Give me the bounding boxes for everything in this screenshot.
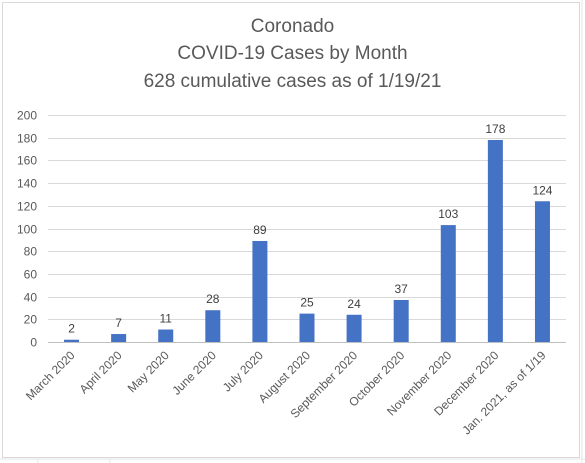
chart-title-line-2: COVID-19 Cases by Month bbox=[177, 43, 408, 64]
x-tick-label: July 2020 bbox=[220, 348, 266, 394]
bar bbox=[346, 314, 362, 342]
data-label: 28 bbox=[206, 292, 220, 306]
bar bbox=[64, 339, 80, 342]
bar bbox=[487, 139, 503, 342]
x-tick-label: June 2020 bbox=[169, 348, 219, 398]
y-tick-label: 0 bbox=[30, 336, 37, 350]
y-tick-label: 20 bbox=[24, 313, 38, 327]
chart-title-line-1: Coronado bbox=[250, 16, 335, 37]
bar bbox=[393, 300, 409, 342]
bar bbox=[534, 201, 550, 342]
data-label: 103 bbox=[438, 207, 458, 221]
bar bbox=[252, 240, 268, 342]
data-label: 7 bbox=[115, 316, 122, 330]
x-tick-label: March 2020 bbox=[23, 348, 78, 403]
bar bbox=[440, 225, 456, 342]
y-tick-label: 100 bbox=[17, 223, 37, 237]
bar bbox=[111, 334, 127, 342]
data-label: 24 bbox=[347, 297, 361, 311]
data-label: 25 bbox=[300, 296, 314, 310]
bar bbox=[158, 329, 174, 342]
chart-title-line-3: 628 cumulative cases as of 1/19/21 bbox=[143, 71, 442, 92]
y-tick-label: 40 bbox=[24, 291, 38, 305]
y-tick-label: 160 bbox=[17, 154, 37, 168]
y-tick-label: 180 bbox=[17, 132, 37, 146]
data-label: 178 bbox=[485, 122, 505, 136]
data-label: 11 bbox=[159, 312, 172, 326]
x-tick-label: April 2020 bbox=[77, 348, 125, 396]
bar bbox=[299, 313, 315, 342]
y-tick-label: 120 bbox=[17, 200, 37, 214]
y-tick-label: 60 bbox=[24, 268, 38, 282]
y-tick-label: 80 bbox=[24, 245, 38, 259]
y-tick-label: 140 bbox=[17, 177, 37, 191]
data-label: 37 bbox=[395, 282, 409, 296]
x-tick-label: May 2020 bbox=[125, 348, 172, 395]
data-label: 89 bbox=[253, 223, 267, 237]
data-label: 124 bbox=[532, 183, 552, 197]
data-label: 2 bbox=[68, 322, 75, 336]
x-tick-label: Jan. 2021, as of 1/19 bbox=[459, 348, 548, 437]
bar bbox=[205, 310, 221, 342]
y-tick-label: 200 bbox=[17, 109, 37, 123]
